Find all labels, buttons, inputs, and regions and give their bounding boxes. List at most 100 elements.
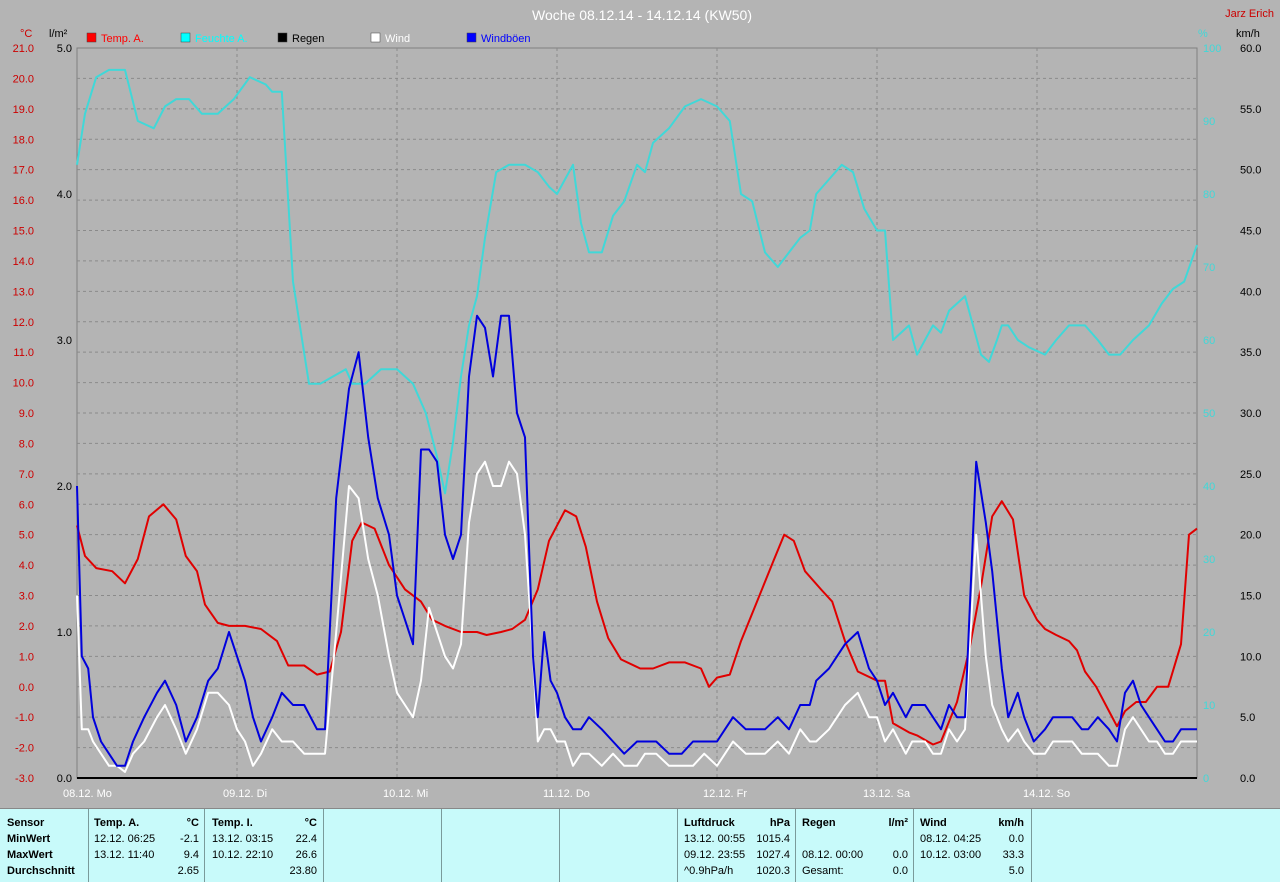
legend-swatch — [180, 32, 191, 43]
wind-tick-label: 30.0 — [1240, 408, 1261, 420]
pressure-trend: ^0.9hPa/h — [684, 865, 734, 877]
rain-tick-label: 3.0 — [57, 335, 72, 347]
temp-tick-label: 11.0 — [13, 347, 34, 359]
pressure-min-date: 13.12. 00:55 — [684, 833, 746, 845]
wind-tick-label: 40.0 — [1240, 286, 1261, 298]
wind-max-val: 33.3 — [1002, 849, 1024, 861]
chart-title: Woche 08.12.14 - 14.12.14 (KW50) — [532, 7, 752, 23]
temp-tick-label: 0.0 — [19, 682, 34, 694]
summary-rain: Regen l/m² 08.12. 00:00 0.0 Gesamt: 0.0 — [796, 809, 914, 882]
rain-tick-label: 4.0 — [57, 189, 72, 201]
legend: Temp. A. Feuchte A. Regen Wind Windböen — [86, 32, 531, 45]
series-line-feuchte-a- — [76, 68, 1198, 495]
temp-tick-label: 4.0 — [19, 560, 34, 572]
pct-unit-label: % — [1198, 28, 1208, 40]
x-tick-label: 11.12. Do — [543, 788, 590, 800]
pressure-current: 1020.3 — [756, 865, 790, 877]
temp-tick-label: 5.0 — [19, 530, 34, 542]
wind-tick-label: 25.0 — [1240, 469, 1261, 481]
temp-tick-label: 16.0 — [13, 195, 34, 207]
rain-tick-label: 5.0 — [57, 43, 72, 55]
tempI-unit: °C — [304, 817, 317, 829]
legend-swatch — [370, 32, 381, 43]
pct-tick-label: 20 — [1203, 627, 1215, 639]
pressure-min-val: 1015.4 — [756, 833, 790, 845]
tempI-max-val: 26.6 — [295, 849, 317, 861]
legend-swatch — [86, 32, 97, 43]
sensor-label: Sensor — [7, 817, 45, 829]
wind-min-date: 08.12. 04:25 — [920, 833, 982, 845]
x-axis-labels: 08.12. Mo 09.12. Di 10.12. Mi 11.12. Do 12.1… — [63, 788, 1070, 800]
pct-tick-label: 0 — [1203, 773, 1209, 785]
wind-max-date: 10.12. 03:00 — [920, 849, 982, 861]
rain-tick-label: 0.0 — [57, 773, 72, 785]
rain-total: 0.0 — [892, 865, 908, 877]
temp-tick-label: 9.0 — [19, 408, 34, 420]
wind-tick-label: 50.0 — [1240, 165, 1261, 177]
pct-tick-label: 90 — [1203, 116, 1215, 128]
min-label: MinWert — [7, 833, 51, 845]
tempA-min-date: 12.12. 06:25 — [94, 833, 156, 845]
temp-tick-label: 15.0 — [13, 226, 34, 238]
wind-axis-labels: 60.0 55.0 50.0 45.0 40.0 35.0 30.0 25.0 20.0 15.0… — [1240, 43, 1261, 785]
rain-title: Regen — [802, 817, 836, 829]
tempA-min-val: -2.1 — [180, 833, 199, 845]
grid — [76, 47, 1198, 779]
series-line-temp-a- — [76, 500, 1198, 746]
pressure-title: Luftdruck — [684, 817, 735, 829]
x-tick-label: 08.12. Mo — [63, 788, 112, 800]
pct-tick-label: 80 — [1203, 189, 1215, 201]
x-tick-label: 10.12. Mi — [383, 788, 428, 800]
tempA-max-val: 9.4 — [183, 849, 199, 861]
wind-title: Wind — [920, 817, 947, 829]
rain-total-label: Gesamt: — [802, 865, 844, 877]
temp-tick-label: 14.0 — [13, 256, 34, 268]
legend-label: Regen — [292, 33, 324, 45]
tempI-title: Temp. I. — [212, 817, 253, 829]
x-tick-label: 12.12. Fr — [703, 788, 747, 800]
pressure-max-val: 1027.4 — [756, 849, 790, 861]
legend-swatch — [466, 32, 477, 43]
summary-empty-2 — [442, 809, 560, 882]
tempA-title: Temp. A. — [94, 817, 140, 829]
temp-tick-label: 8.0 — [19, 438, 34, 450]
tempA-max-date: 13.12. 11:40 — [94, 849, 155, 861]
summary-pressure: Luftdruck hPa 13.12. 00:55 1015.4 09.12.… — [678, 809, 796, 882]
temp-tick-label: -1.0 — [15, 712, 34, 724]
tempI-max-date: 10.12. 22:10 — [212, 849, 274, 861]
legend-swatch — [277, 32, 288, 43]
tempA-unit: °C — [186, 817, 199, 829]
series-lines — [76, 68, 1198, 779]
legend-label: Wind — [385, 33, 410, 45]
temp-tick-label: 7.0 — [19, 469, 34, 481]
temp-tick-label: 20.0 — [13, 73, 34, 85]
temp-tick-label: -2.0 — [15, 743, 34, 755]
temp-tick-label: 18.0 — [13, 134, 34, 146]
wind-min-val: 0.0 — [1008, 833, 1024, 845]
x-tick-label: 13.12. Sa — [863, 788, 911, 800]
legend-label: Temp. A. — [101, 33, 144, 45]
max-label: MaxWert — [7, 849, 53, 861]
pct-tick-label: 60 — [1203, 335, 1215, 347]
tempI-avg: 23.80 — [289, 865, 317, 877]
temp-tick-label: 2.0 — [19, 621, 34, 633]
x-tick-label: 14.12. So — [1023, 788, 1070, 800]
rain-tick-label: 1.0 — [57, 627, 72, 639]
avg-label: Durchschnitt — [7, 865, 75, 877]
temp-tick-label: -3.0 — [15, 773, 34, 785]
pressure-max-date: 09.12. 23:55 — [684, 849, 746, 861]
pressure-unit: hPa — [769, 817, 790, 829]
rain-unit-label: l/m² — [49, 28, 68, 40]
wind-tick-label: 55.0 — [1240, 104, 1261, 116]
temp-axis-labels: 21.0 20.0 19.0 18.0 17.0 16.0 15.0 14.0 13.0 12.0… — [13, 43, 34, 785]
pct-tick-label: 10 — [1203, 700, 1215, 712]
summary-wind: Wind km/h 08.12. 04:25 0.0 10.12. 03:00 … — [914, 809, 1032, 882]
rain-max-date: 08.12. 00:00 — [802, 849, 864, 861]
wind-tick-label: 35.0 — [1240, 347, 1261, 359]
temp-tick-label: 12.0 — [13, 317, 34, 329]
wind-tick-label: 60.0 — [1240, 43, 1261, 55]
pct-tick-label: 40 — [1203, 481, 1215, 493]
temp-tick-label: 13.0 — [13, 286, 34, 298]
series-line-wind — [76, 460, 1197, 773]
